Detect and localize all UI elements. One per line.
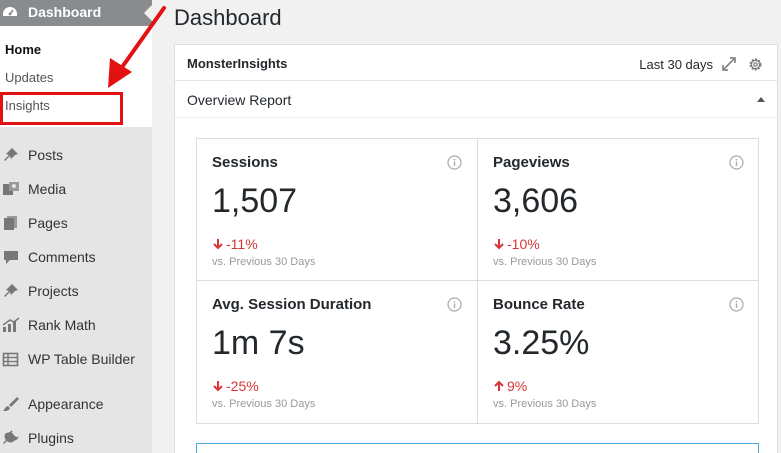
stat-compare: vs. Previous 30 Days bbox=[212, 398, 316, 410]
sidebar-item-label: Appearance bbox=[28, 396, 104, 412]
stat-card-avg-session-duration: Avg. Session Duration 1m 7s -25% vs. Pre… bbox=[197, 281, 478, 423]
sidebar-item-plugins[interactable]: Plugins bbox=[0, 426, 152, 450]
info-icon[interactable] bbox=[729, 297, 744, 312]
stat-label: Pageviews bbox=[493, 154, 570, 171]
stat-value: 3.25% bbox=[493, 324, 590, 362]
stat-change-value: 9% bbox=[507, 378, 528, 394]
stat-card-bounce-rate: Bounce Rate 3.25% 9% vs. Previous 30 Day… bbox=[478, 281, 759, 423]
stat-change: -11% bbox=[212, 236, 258, 252]
pages-icon bbox=[4, 216, 17, 230]
submenu-item-updates[interactable]: Updates bbox=[5, 70, 54, 85]
expand-icon[interactable] bbox=[721, 56, 737, 72]
sidebar-item-label: Rank Math bbox=[28, 317, 96, 333]
sidebar-item-posts[interactable]: Posts bbox=[0, 143, 152, 167]
dashboard-submenu: Home Updates Insights bbox=[0, 26, 152, 127]
stat-change: 9% bbox=[493, 378, 527, 394]
sidebar-item-label: Comments bbox=[28, 249, 96, 265]
brush-icon bbox=[3, 397, 19, 411]
overview-report-title: Overview Report bbox=[187, 92, 292, 108]
stat-compare: vs. Previous 30 Days bbox=[493, 398, 597, 410]
sidebar-item-label: Plugins bbox=[28, 430, 74, 446]
info-icon[interactable] bbox=[447, 155, 462, 170]
date-range-selector[interactable]: Last 30 days bbox=[639, 57, 713, 72]
stat-value: 3,606 bbox=[493, 182, 579, 220]
pin-icon bbox=[4, 284, 18, 297]
comment-icon bbox=[4, 251, 18, 264]
sidebar-item-label: WP Table Builder bbox=[28, 351, 135, 367]
stat-label: Avg. Session Duration bbox=[212, 296, 372, 313]
submenu-item-home[interactable]: Home bbox=[5, 42, 42, 57]
caret-up-icon bbox=[757, 97, 765, 102]
annotation-arrow bbox=[108, 6, 166, 88]
sidebar-item-label: Posts bbox=[28, 147, 64, 163]
pin-icon bbox=[4, 148, 18, 161]
arrow-down-icon bbox=[213, 239, 223, 250]
chart-icon bbox=[2, 317, 20, 332]
sidebar-item-media[interactable]: Media bbox=[0, 177, 152, 201]
gear-icon[interactable] bbox=[747, 56, 764, 73]
sidebar-item-label: Dashboard bbox=[28, 4, 102, 20]
sidebar-item-projects[interactable]: Projects bbox=[0, 279, 152, 303]
stat-label: Sessions bbox=[212, 154, 278, 171]
arrow-up-icon bbox=[494, 380, 504, 391]
stat-compare: vs. Previous 30 Days bbox=[493, 256, 597, 268]
sidebar-item-label: Media bbox=[28, 181, 67, 197]
current-menu-notch bbox=[144, 5, 152, 21]
stat-value: 1m 7s bbox=[212, 324, 305, 362]
sidebar-item-appearance[interactable]: Appearance bbox=[0, 392, 152, 416]
arrow-down-icon bbox=[213, 381, 223, 392]
table-icon bbox=[2, 352, 19, 367]
media-icon bbox=[3, 182, 19, 195]
stat-label: Bounce Rate bbox=[493, 296, 585, 313]
report-panel bbox=[196, 443, 759, 453]
sidebar-item-label: Projects bbox=[28, 283, 79, 299]
monsterinsights-widget: MonsterInsights Last 30 days Overview Re… bbox=[174, 44, 778, 453]
stat-card-pageviews: Pageviews 3,606 -10% vs. Previous 30 Day… bbox=[478, 139, 759, 281]
info-icon[interactable] bbox=[447, 297, 462, 312]
stat-change-value: -10% bbox=[507, 236, 540, 252]
submenu-item-insights[interactable]: Insights bbox=[5, 98, 50, 113]
stat-compare: vs. Previous 30 Days bbox=[212, 256, 316, 268]
sidebar-item-label: Pages bbox=[28, 215, 68, 231]
sidebar-item-rank-math[interactable]: Rank Math bbox=[0, 313, 152, 337]
overview-report-toggle[interactable]: Overview Report bbox=[175, 82, 777, 118]
arrow-down-icon bbox=[494, 239, 504, 250]
sidebar-item-wp-table-builder[interactable]: WP Table Builder bbox=[0, 347, 152, 371]
widget-header: MonsterInsights Last 30 days bbox=[175, 45, 777, 81]
stat-change-value: -11% bbox=[226, 236, 258, 252]
page-title: Dashboard bbox=[174, 5, 282, 30]
info-icon[interactable] bbox=[729, 155, 744, 170]
stat-change: -25% bbox=[212, 378, 259, 394]
stats-grid: Sessions 1,507 -11% vs. Previous 30 Days… bbox=[196, 138, 759, 424]
stat-card-sessions: Sessions 1,507 -11% vs. Previous 30 Days bbox=[197, 139, 478, 281]
stat-change: -10% bbox=[493, 236, 540, 252]
sidebar-item-dashboard[interactable]: Dashboard bbox=[0, 0, 152, 26]
sidebar-item-comments[interactable]: Comments bbox=[0, 245, 152, 269]
plug-icon bbox=[3, 430, 19, 444]
insights-highlight-box bbox=[0, 92, 123, 125]
sidebar-item-pages[interactable]: Pages bbox=[0, 211, 152, 235]
stat-value: 1,507 bbox=[212, 182, 298, 220]
dashboard-icon bbox=[3, 7, 17, 16]
stat-change-value: -25% bbox=[226, 378, 259, 394]
widget-title: MonsterInsights bbox=[187, 56, 288, 71]
